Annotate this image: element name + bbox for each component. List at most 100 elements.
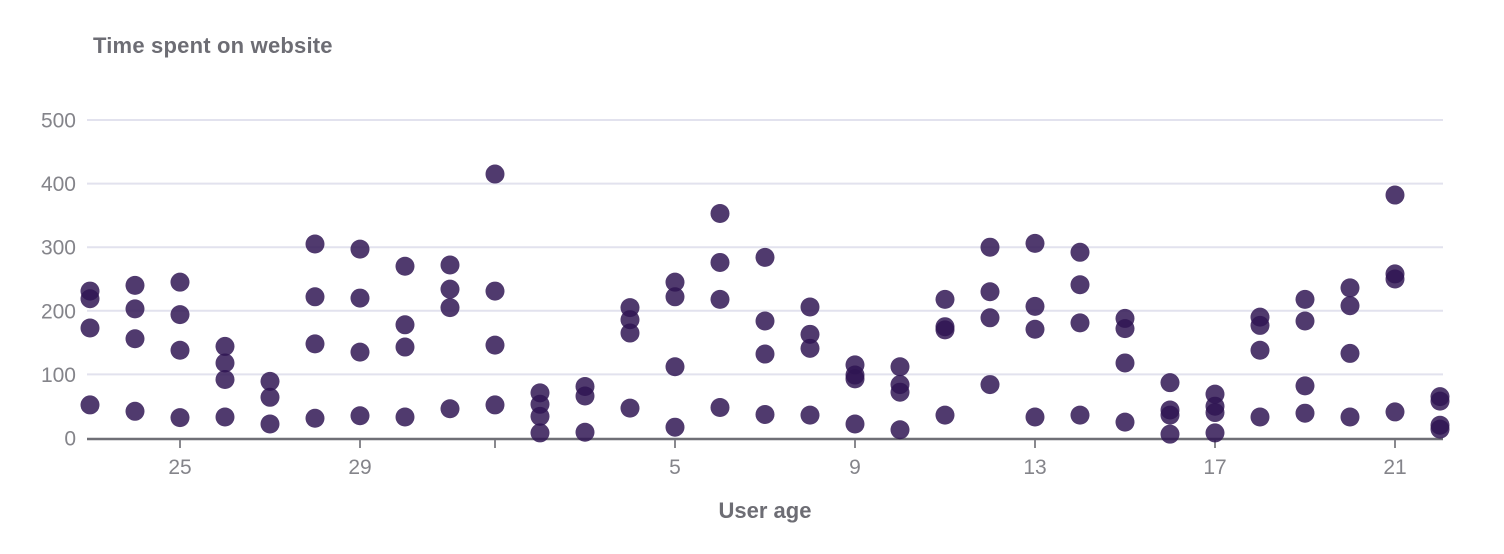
data-point bbox=[710, 397, 730, 417]
y-tick-label: 0 bbox=[64, 428, 76, 451]
data-point bbox=[125, 329, 145, 349]
data-point bbox=[575, 422, 595, 442]
data-point bbox=[350, 239, 370, 259]
data-point bbox=[1295, 403, 1315, 423]
data-point bbox=[935, 289, 955, 309]
data-point bbox=[800, 338, 820, 358]
x-tick-label: 5 bbox=[669, 456, 681, 479]
data-point bbox=[1385, 269, 1405, 289]
data-point bbox=[440, 298, 460, 318]
data-point bbox=[710, 203, 730, 223]
data-point bbox=[485, 395, 505, 415]
data-point bbox=[1025, 296, 1045, 316]
data-point bbox=[1250, 315, 1270, 335]
data-point bbox=[800, 405, 820, 425]
data-point bbox=[125, 401, 145, 421]
data-point bbox=[1205, 423, 1225, 443]
data-point bbox=[665, 417, 685, 437]
y-tick-label: 200 bbox=[41, 300, 76, 323]
data-point bbox=[1070, 313, 1090, 333]
data-point bbox=[215, 353, 235, 373]
data-point bbox=[80, 318, 100, 338]
data-point bbox=[395, 337, 415, 357]
data-point bbox=[215, 336, 235, 356]
data-point bbox=[395, 256, 415, 276]
data-point bbox=[1025, 233, 1045, 253]
data-point bbox=[350, 288, 370, 308]
data-point bbox=[1340, 278, 1360, 298]
data-point bbox=[215, 369, 235, 389]
data-point bbox=[980, 282, 1000, 302]
data-point bbox=[890, 420, 910, 440]
data-point bbox=[1250, 340, 1270, 360]
data-point bbox=[170, 305, 190, 325]
data-point bbox=[1070, 242, 1090, 262]
data-point bbox=[1025, 407, 1045, 427]
data-point bbox=[1385, 402, 1405, 422]
data-point bbox=[980, 375, 1000, 395]
data-point bbox=[305, 234, 325, 254]
data-point bbox=[80, 289, 100, 309]
data-point bbox=[80, 395, 100, 415]
data-point bbox=[890, 382, 910, 402]
y-tick-label: 300 bbox=[41, 237, 76, 260]
data-point bbox=[350, 342, 370, 362]
x-tick-label: 29 bbox=[348, 456, 371, 479]
y-tick-label: 500 bbox=[41, 110, 76, 133]
data-point bbox=[1115, 412, 1135, 432]
x-tick-label: 25 bbox=[168, 456, 191, 479]
data-point bbox=[260, 371, 280, 391]
data-point bbox=[395, 315, 415, 335]
data-point bbox=[170, 408, 190, 428]
data-point bbox=[710, 289, 730, 309]
data-point bbox=[1160, 424, 1180, 444]
data-point bbox=[935, 405, 955, 425]
data-point bbox=[1115, 319, 1135, 339]
data-point bbox=[170, 272, 190, 292]
data-point bbox=[1430, 419, 1450, 439]
data-point bbox=[260, 414, 280, 434]
data-point bbox=[485, 164, 505, 184]
data-point bbox=[485, 281, 505, 301]
data-point bbox=[305, 408, 325, 428]
data-point bbox=[1295, 311, 1315, 331]
data-point bbox=[530, 406, 550, 426]
data-point bbox=[665, 357, 685, 377]
data-point bbox=[1340, 407, 1360, 427]
data-point bbox=[485, 335, 505, 355]
data-point bbox=[530, 423, 550, 443]
data-point bbox=[305, 334, 325, 354]
data-point bbox=[1070, 275, 1090, 295]
data-point bbox=[1115, 353, 1135, 373]
data-point bbox=[665, 287, 685, 307]
data-point bbox=[755, 404, 775, 424]
data-point bbox=[395, 407, 415, 427]
data-point bbox=[620, 310, 640, 330]
data-point bbox=[1160, 373, 1180, 393]
data-point bbox=[260, 387, 280, 407]
data-point bbox=[1295, 289, 1315, 309]
data-point bbox=[710, 252, 730, 272]
data-point bbox=[935, 320, 955, 340]
data-point bbox=[350, 406, 370, 426]
data-point bbox=[620, 398, 640, 418]
data-point bbox=[890, 357, 910, 377]
data-point bbox=[1025, 319, 1045, 339]
data-point bbox=[755, 344, 775, 364]
data-point bbox=[1070, 405, 1090, 425]
data-point bbox=[800, 297, 820, 317]
data-point bbox=[980, 237, 1000, 257]
data-point bbox=[215, 407, 235, 427]
data-point bbox=[1205, 403, 1225, 423]
data-point bbox=[665, 272, 685, 292]
data-point bbox=[755, 311, 775, 331]
data-point bbox=[845, 369, 865, 389]
data-point bbox=[1385, 185, 1405, 205]
data-point bbox=[845, 414, 865, 434]
data-point bbox=[1160, 405, 1180, 425]
data-point bbox=[125, 275, 145, 295]
data-point bbox=[1340, 343, 1360, 363]
data-point bbox=[305, 287, 325, 307]
